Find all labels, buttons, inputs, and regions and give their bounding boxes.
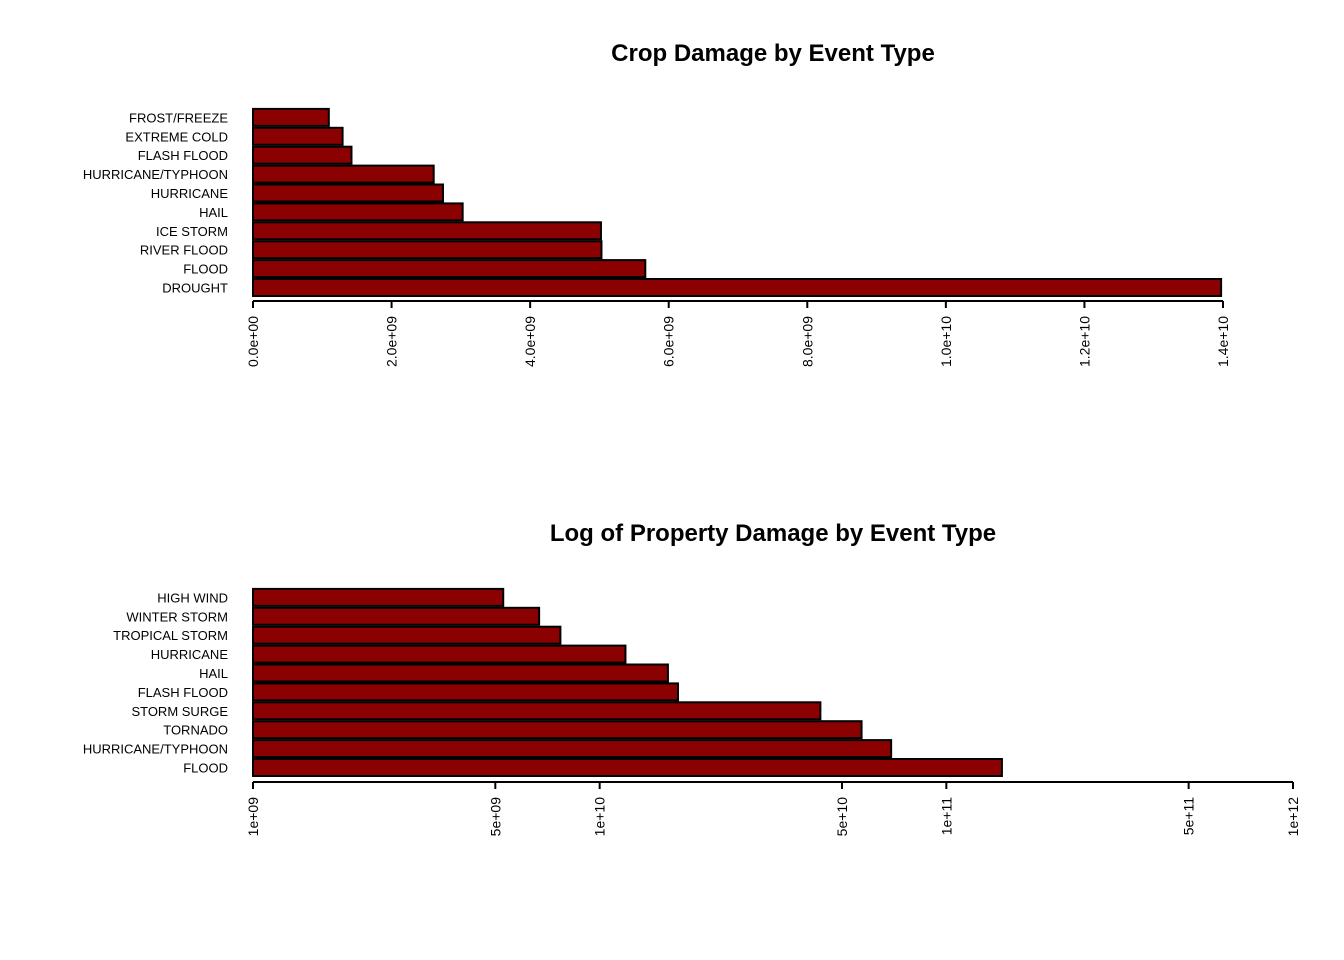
- bar-flood: [252, 259, 647, 279]
- bar-hurricane-typhoon: [252, 739, 893, 759]
- x-tick-label: 4.0e+09: [522, 316, 538, 367]
- bar-hurricane-typhoon: [252, 164, 435, 184]
- x-tick-label: 1e+10: [592, 797, 608, 837]
- category-label: HURRICANE/TYPHOON: [83, 167, 228, 182]
- bar-flash-flood: [252, 682, 679, 702]
- category-label: DROUGHT: [162, 281, 228, 296]
- x-tick-label: 1.0e+10: [938, 316, 954, 367]
- bar-hail: [252, 663, 669, 683]
- category-label: TROPICAL STORM: [113, 628, 228, 643]
- x-tick-label: 1.2e+10: [1076, 316, 1092, 367]
- x-tick-label: 5e+09: [487, 797, 503, 837]
- x-tick-label: 8.0e+09: [799, 316, 815, 367]
- bar-tornado: [252, 720, 863, 740]
- category-label: HURRICANE/TYPHOON: [83, 742, 228, 757]
- chart-title: Log of Property Damage by Event Type: [550, 520, 996, 547]
- bar-hurricane: [252, 644, 627, 664]
- category-label: WINTER STORM: [126, 609, 228, 624]
- x-tick-label: 1e+11: [938, 797, 954, 835]
- chart-title: Crop Damage by Event Type: [611, 40, 935, 67]
- category-label: FROST/FREEZE: [129, 110, 228, 125]
- category-label: HIGH WIND: [157, 590, 228, 605]
- bar-winter-storm: [252, 606, 541, 626]
- bar-tropical-storm: [252, 625, 562, 645]
- category-label: ICE STORM: [156, 224, 228, 239]
- crop-damage-chart: Crop Damage by Event Type DROUGHT FLOOD RI…: [83, 40, 1231, 367]
- bar-ice-storm: [252, 221, 602, 241]
- property-damage-chart: Log of Property Damage by Event Type FLO…: [83, 520, 1301, 836]
- bar-river-flood: [252, 240, 603, 260]
- category-label: HURRICANE: [151, 186, 229, 201]
- category-label: TORNADO: [163, 723, 228, 738]
- x-tick-label: 1e+09: [245, 797, 261, 837]
- x-tick-label: 1.4e+10: [1215, 316, 1231, 367]
- bar-hurricane: [252, 183, 444, 203]
- x-tick-label: 5e+10: [834, 797, 850, 837]
- category-label: FLASH FLOOD: [138, 148, 228, 163]
- bar-storm-surge: [252, 701, 822, 721]
- bar-flood: [252, 758, 1003, 777]
- x-tick-label: 5e+11: [1181, 797, 1197, 835]
- category-label: HAIL: [199, 666, 228, 681]
- category-label: HAIL: [199, 205, 228, 220]
- category-label: RIVER FLOOD: [140, 243, 228, 258]
- bar-high-wind: [252, 587, 505, 607]
- x-tick-label: 2.0e+09: [384, 316, 400, 367]
- category-label: FLASH FLOOD: [138, 685, 228, 700]
- bar-drought: [252, 278, 1223, 297]
- category-label: HURRICANE: [151, 647, 229, 662]
- bar-hail: [252, 202, 464, 222]
- category-label: FLOOD: [183, 761, 228, 776]
- x-tick-label: 1e+12: [1285, 797, 1301, 837]
- bar-flash-flood: [252, 145, 353, 165]
- bar-extreme-cold: [252, 126, 344, 146]
- category-label: STORM SURGE: [131, 704, 228, 719]
- category-label: EXTREME COLD: [125, 129, 228, 144]
- bar-frost-freeze: [252, 107, 330, 127]
- x-tick-label: 6.0e+09: [661, 316, 677, 367]
- x-tick-label: 0.0e+00: [245, 316, 261, 367]
- category-label: FLOOD: [183, 262, 228, 277]
